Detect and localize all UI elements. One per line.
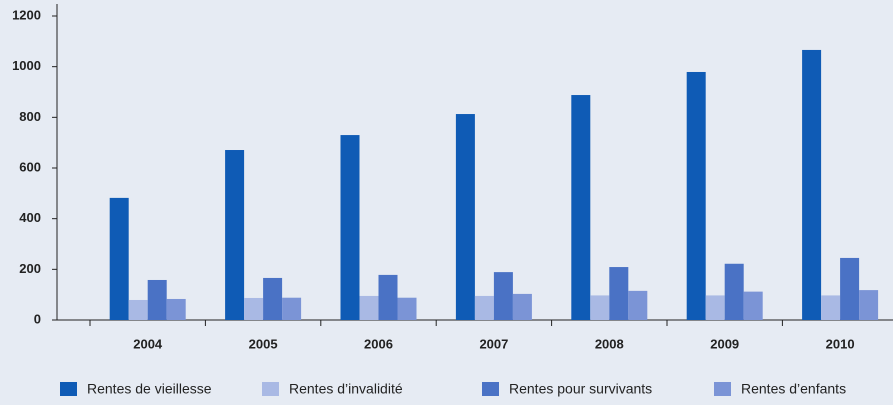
bar — [609, 267, 629, 320]
bar — [109, 197, 129, 320]
legend-label: Rentes d’invalidité — [289, 381, 403, 397]
bar — [378, 274, 398, 320]
bar — [225, 150, 245, 320]
x-tick-label: 2008 — [595, 336, 624, 351]
legend-swatch — [262, 382, 279, 396]
x-tick-label: 2004 — [133, 336, 163, 351]
y-tick-label: 0 — [34, 311, 41, 326]
bar — [263, 277, 283, 320]
x-tick-label: 2005 — [249, 336, 278, 351]
bar — [686, 71, 706, 320]
bar — [590, 295, 610, 320]
bar — [493, 272, 513, 320]
x-tick-label: 2009 — [710, 336, 739, 351]
legend-swatch — [60, 382, 77, 396]
bar — [512, 293, 532, 320]
bar — [571, 95, 591, 320]
bar — [455, 114, 475, 320]
bar — [628, 290, 648, 320]
bar — [128, 299, 148, 320]
legend-swatch — [714, 382, 731, 396]
legend-swatch — [482, 382, 499, 396]
bar — [859, 290, 879, 320]
bar — [166, 298, 186, 320]
bar — [802, 49, 822, 321]
y-tick-label: 600 — [19, 159, 41, 174]
bar — [340, 135, 360, 320]
y-tick-label: 200 — [19, 261, 41, 276]
legend-label: Rentes pour survivants — [509, 381, 652, 397]
y-tick-label: 1200 — [12, 7, 41, 22]
bar — [821, 295, 841, 320]
bar — [724, 263, 744, 320]
bar — [244, 297, 264, 320]
bar — [474, 295, 494, 320]
legend-label: Rentes d’enfants — [741, 381, 846, 397]
bar — [397, 297, 417, 320]
x-tick-label: 2006 — [364, 336, 393, 351]
y-tick-label: 400 — [19, 210, 41, 225]
bar — [840, 257, 860, 320]
bar — [359, 295, 379, 320]
y-tick-label: 800 — [19, 109, 41, 124]
x-tick-label: 2007 — [479, 336, 508, 351]
y-tick-label: 1000 — [12, 58, 41, 73]
legend-label: Rentes de vieillesse — [87, 381, 212, 397]
bar — [705, 295, 725, 320]
x-tick-label: 2010 — [826, 336, 855, 351]
bar — [743, 291, 763, 320]
bar — [282, 297, 302, 320]
bar — [147, 279, 167, 320]
